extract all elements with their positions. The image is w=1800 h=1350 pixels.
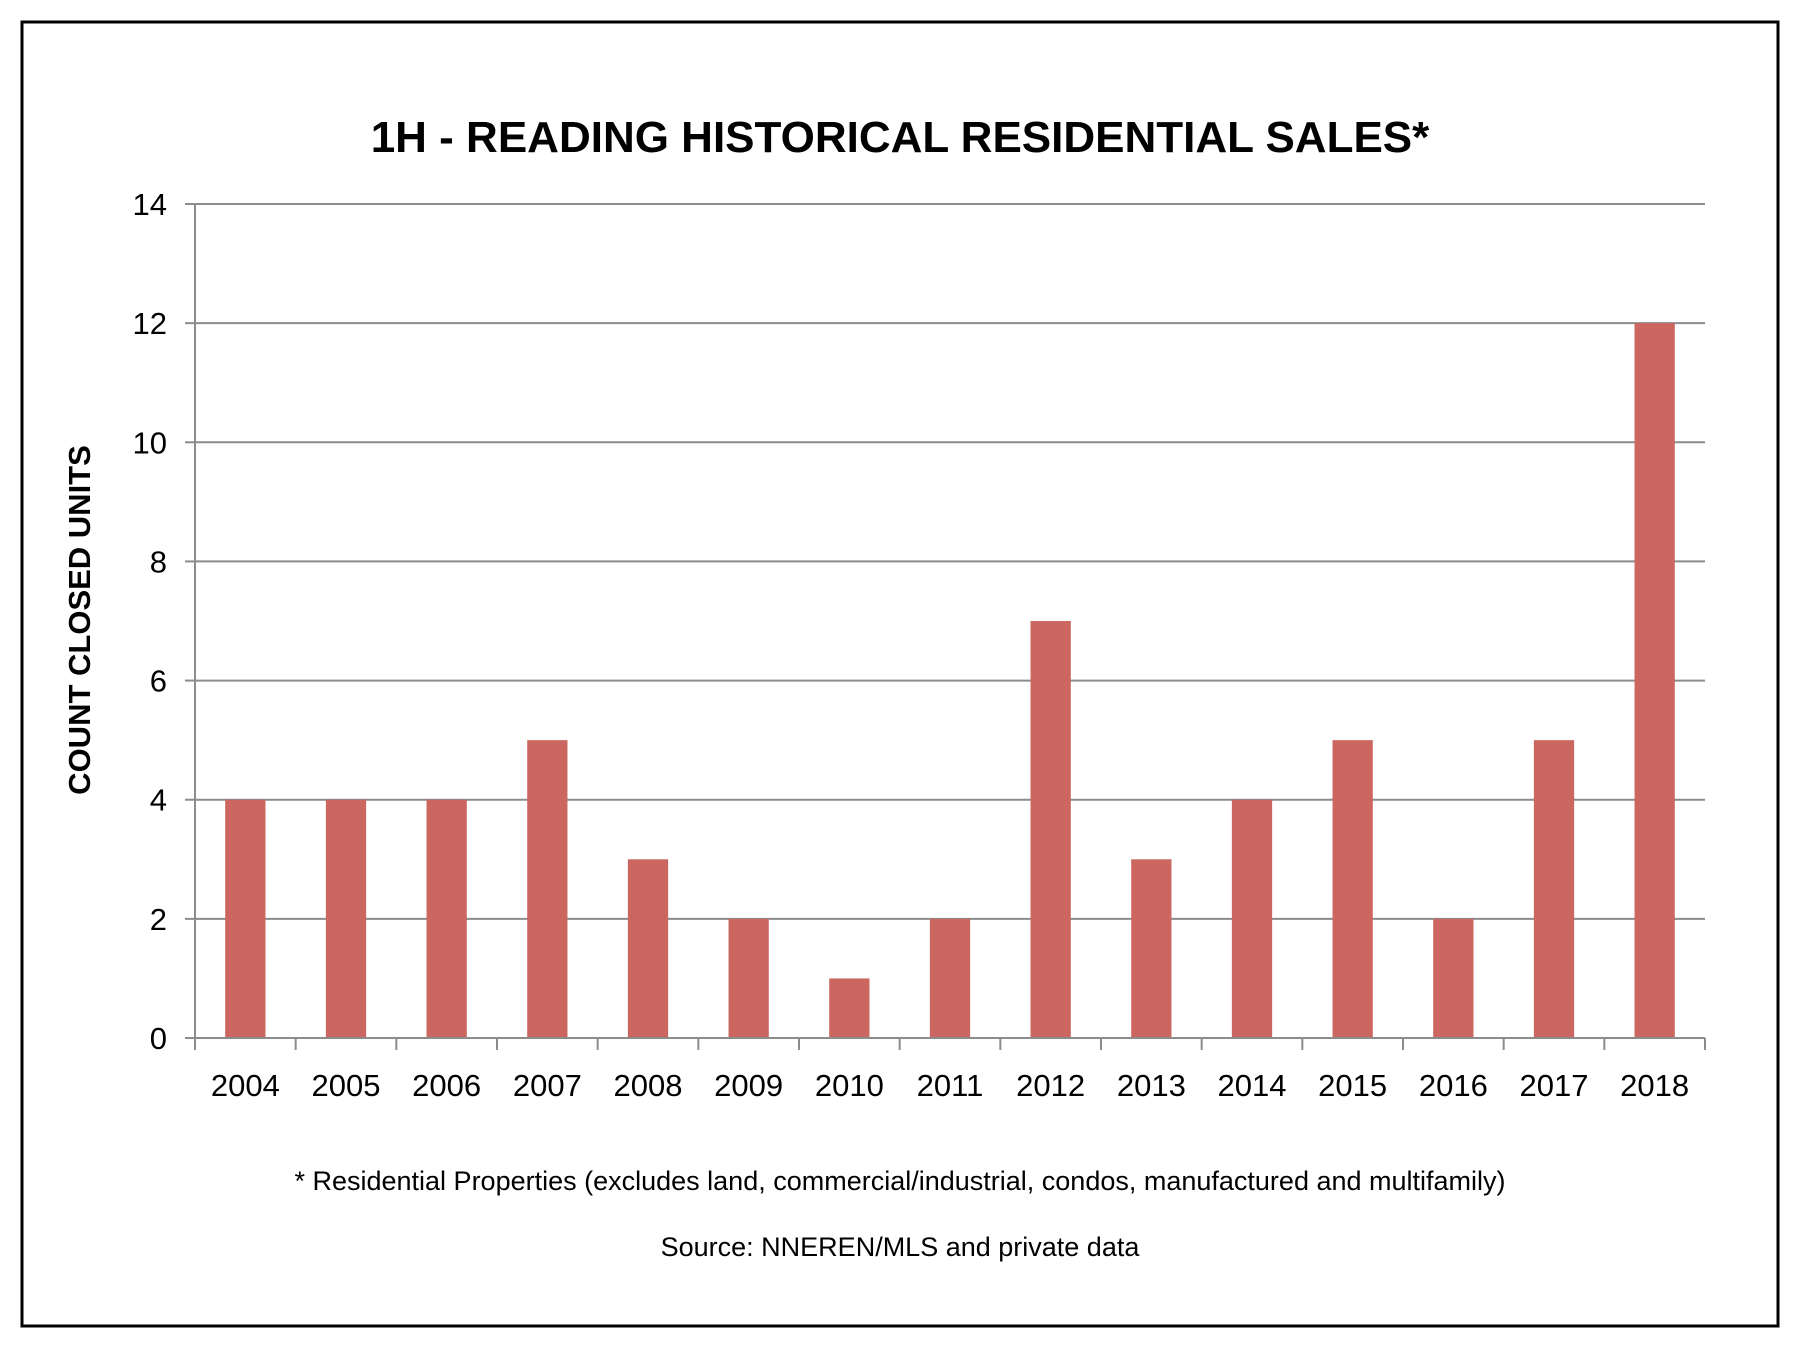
bar-2018 (1634, 323, 1675, 1039)
bars (225, 323, 1675, 1039)
bar-2015 (1332, 740, 1373, 1038)
bar-2010 (829, 978, 870, 1038)
x-tick-label: 2014 (1218, 1068, 1287, 1103)
chart-border (20, 20, 1780, 1328)
bar-2005 (325, 799, 367, 1038)
bar-2006 (426, 799, 467, 1038)
y-axis-label: COUNT CLOSED UNITS (62, 445, 97, 795)
bar-2011 (929, 918, 971, 1038)
source-note: Source: NNEREN/MLS and private data (661, 1232, 1141, 1262)
bar-2013 (1131, 859, 1172, 1038)
x-tick-label: 2012 (1016, 1068, 1085, 1103)
bar-2017 (1533, 740, 1575, 1038)
y-tick-label: 4 (150, 783, 167, 818)
x-tick-label: 2013 (1117, 1068, 1186, 1103)
y-tick-label: 6 (150, 664, 167, 699)
y-tick-label: 10 (133, 425, 167, 460)
x-tick-label: 2015 (1318, 1068, 1387, 1103)
bar-2012 (1030, 621, 1071, 1038)
x-tick-label: 2010 (815, 1068, 884, 1103)
y-tick-labels: 0 2 4 6 8 10 12 14 (133, 187, 167, 1056)
bar-2014 (1231, 799, 1273, 1038)
x-tick-labels: 2004 2005 2006 2007 2008 2009 2010 2011 2012 2013… (211, 1068, 1689, 1103)
y-tick-label: 2 (150, 902, 167, 937)
x-tick-label: 2006 (412, 1068, 481, 1103)
axes (185, 203, 1706, 1050)
footnote: * Residential Properties (excludes land,… (294, 1166, 1505, 1196)
x-tick-label: 2005 (312, 1068, 381, 1103)
bar-2016 (1433, 918, 1474, 1038)
x-tick-label: 2009 (714, 1068, 783, 1103)
y-tick-label: 8 (150, 544, 167, 579)
bar-2004 (225, 799, 266, 1038)
y-tick-label: 14 (133, 187, 167, 222)
bar-2008 (627, 859, 669, 1038)
x-tick-label: 2008 (614, 1068, 683, 1103)
x-tick-label: 2011 (917, 1068, 984, 1103)
chart-title: 1H - READING HISTORICAL RESIDENTIAL SALE… (371, 113, 1430, 162)
x-tick-label: 2007 (513, 1068, 582, 1103)
bar-2007 (527, 740, 568, 1038)
y-tick-label: 0 (150, 1021, 167, 1056)
y-tick-label: 12 (133, 306, 167, 341)
x-tick-label: 2017 (1520, 1068, 1589, 1103)
x-tick-label: 2004 (211, 1068, 280, 1103)
bar-2009 (728, 918, 769, 1038)
x-tick-label: 2018 (1620, 1068, 1689, 1103)
x-tick-label: 2016 (1419, 1068, 1488, 1103)
